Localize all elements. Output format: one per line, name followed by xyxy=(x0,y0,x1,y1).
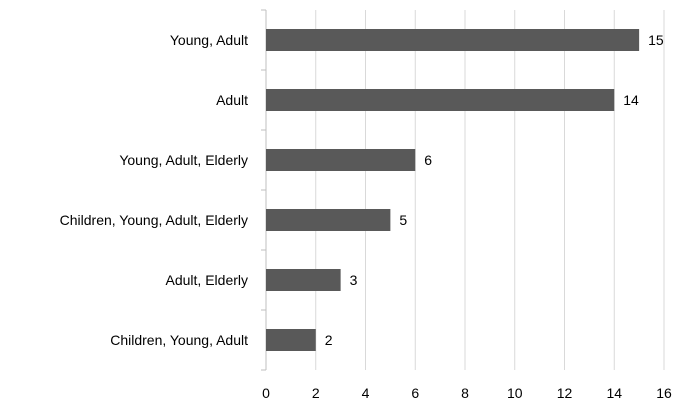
x-tick-label-12: 12 xyxy=(557,385,573,401)
category-label: Young, Adult, Elderly xyxy=(119,152,248,168)
x-tick-label-10: 10 xyxy=(507,385,523,401)
bar xyxy=(266,269,341,291)
category-label: Children, Young, Adult xyxy=(110,332,248,348)
bar xyxy=(266,89,615,111)
data-label: 3 xyxy=(350,272,358,288)
x-tick-label-6: 6 xyxy=(411,385,419,401)
data-label: 14 xyxy=(623,92,639,108)
data-label: 2 xyxy=(325,332,333,348)
data-labels: 15 14 6 5 3 2 xyxy=(325,32,664,348)
category-label: Adult xyxy=(216,92,248,108)
x-axis-tick-labels: 0 2 4 6 8 10 12 14 16 xyxy=(262,385,672,401)
data-label: 6 xyxy=(424,152,432,168)
category-labels: Young, Adult Adult Young, Adult, Elderly Ch… xyxy=(60,32,248,348)
category-label: Children, Young, Adult, Elderly xyxy=(60,212,248,228)
category-label: Young, Adult xyxy=(170,32,248,48)
gridlines xyxy=(315,10,665,370)
category-axis xyxy=(261,9,267,371)
bar xyxy=(266,209,391,231)
x-tick-label-8: 8 xyxy=(461,385,469,401)
x-tick-label-4: 4 xyxy=(362,385,370,401)
bar xyxy=(266,329,316,351)
data-label: 5 xyxy=(399,212,407,228)
bar xyxy=(266,149,416,171)
data-label: 15 xyxy=(648,32,664,48)
x-tick-label-16: 16 xyxy=(656,385,672,401)
category-label: Adult, Elderly xyxy=(166,272,248,288)
x-tick-label-14: 14 xyxy=(606,385,622,401)
bars xyxy=(266,29,640,351)
x-tick-label-0: 0 xyxy=(262,385,270,401)
x-tick-label-2: 2 xyxy=(312,385,320,401)
bar xyxy=(266,29,640,51)
